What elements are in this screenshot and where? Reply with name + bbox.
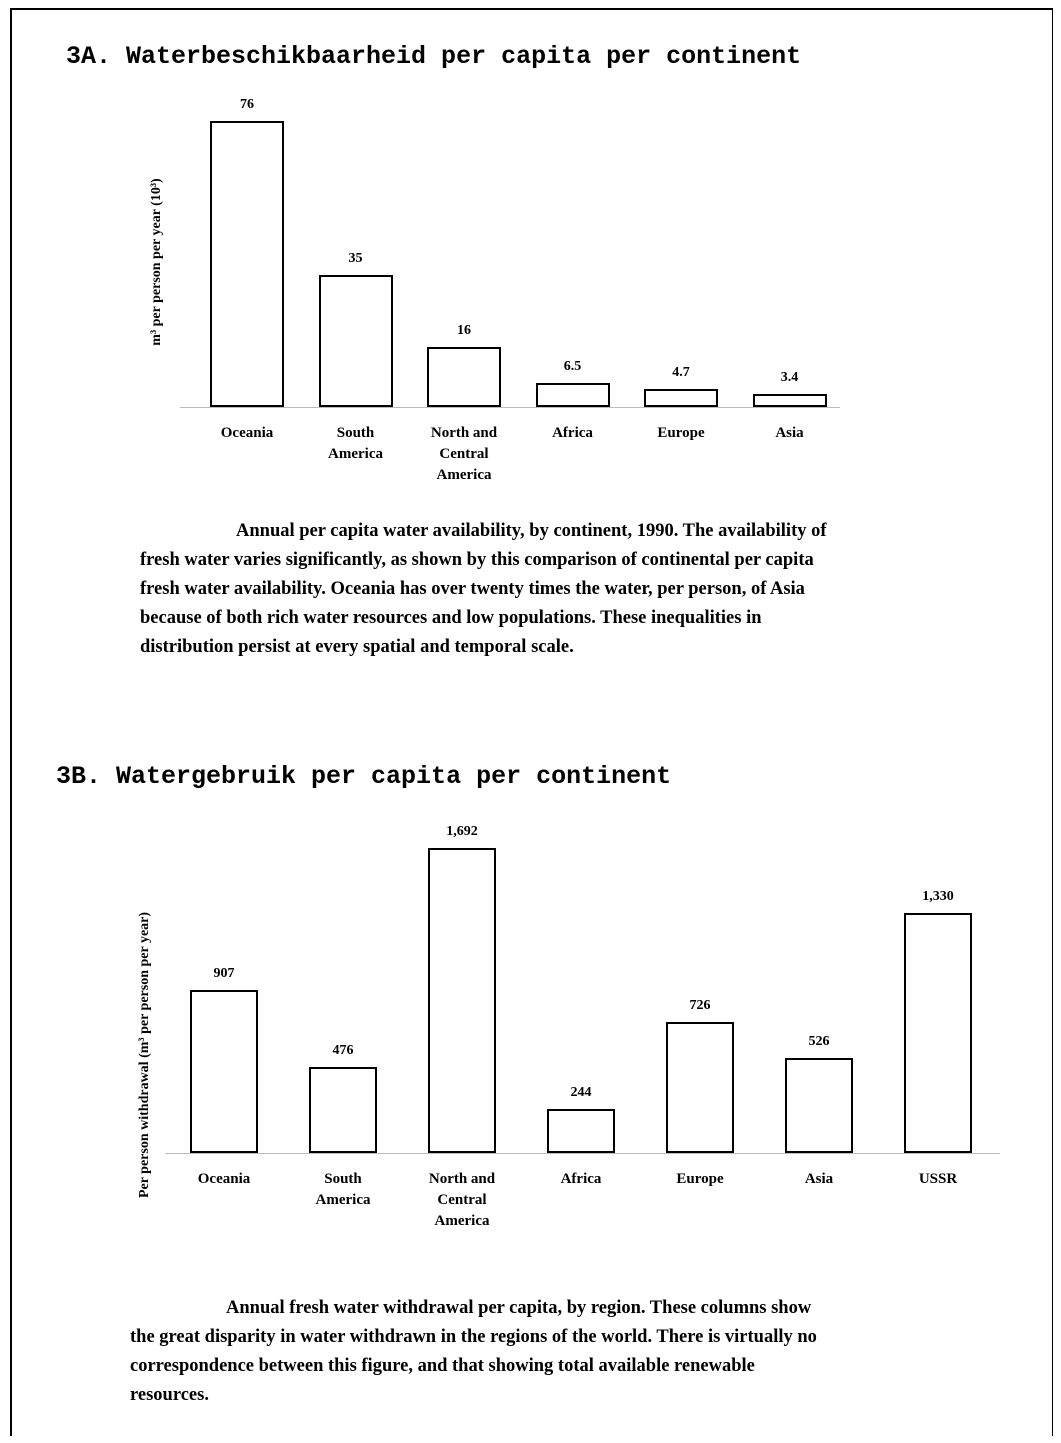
data-label: 4.7 xyxy=(672,365,690,381)
data-label: 526 xyxy=(808,1034,830,1050)
data-label: 3.4 xyxy=(780,370,799,386)
baseline xyxy=(180,407,840,408)
x-tick-label: Oceania xyxy=(220,425,274,441)
data-label: 907 xyxy=(213,965,235,981)
x-tick-label: Asia xyxy=(804,1171,834,1187)
x-tick-label: South America xyxy=(328,425,383,462)
x-tick-label: Africa xyxy=(560,1171,602,1187)
data-label: 1,692 xyxy=(446,824,478,839)
data-label: 35 xyxy=(348,251,363,267)
chart-title: 3B. Watergebruik per capita per continen… xyxy=(56,762,672,791)
caption: Annual fresh water withdrawal per capita… xyxy=(130,1298,817,1405)
chart-title: 3A. Waterbeschikbaarheid per capita per … xyxy=(66,42,802,71)
bar xyxy=(318,275,393,407)
baseline xyxy=(165,1153,1000,1154)
x-tick-label: North and Central America xyxy=(428,1171,496,1229)
caption: Annual per capita water availability, by… xyxy=(140,521,827,657)
x-tick-label: Asia xyxy=(775,425,804,441)
y-axis-label: m³ per person per year (10³) xyxy=(149,178,164,346)
data-label: 726 xyxy=(689,998,711,1014)
bar xyxy=(904,913,972,1153)
x-tick-label: Oceania xyxy=(197,1171,251,1187)
data-label: 6.5 xyxy=(563,358,582,374)
x-tick-label: Europe xyxy=(676,1171,724,1187)
x-tick-label: Africa xyxy=(552,425,593,441)
bar xyxy=(309,1067,377,1153)
bar xyxy=(427,346,501,407)
y-axis-label: Per person withdrawal (m³ per person per… xyxy=(137,911,152,1199)
bar xyxy=(210,121,284,407)
x-tick-label: Europe xyxy=(657,425,705,441)
bar xyxy=(190,989,258,1153)
x-tick-label: South America xyxy=(315,1171,371,1208)
data-label: 76 xyxy=(240,97,254,112)
x-tick-label: USSR xyxy=(918,1171,958,1187)
bar xyxy=(547,1109,615,1153)
bar xyxy=(535,382,610,407)
data-label: 476 xyxy=(332,1043,354,1059)
data-label: 1,330 xyxy=(922,889,954,905)
bar xyxy=(666,1022,734,1153)
page-frame xyxy=(10,8,1053,1436)
bar xyxy=(785,1058,853,1153)
data-label: 244 xyxy=(570,1085,592,1101)
bar xyxy=(644,389,718,407)
x-tick-label: North and Central America xyxy=(430,425,498,483)
bar xyxy=(428,848,496,1153)
data-label: 16 xyxy=(457,322,471,338)
bar xyxy=(752,394,827,407)
